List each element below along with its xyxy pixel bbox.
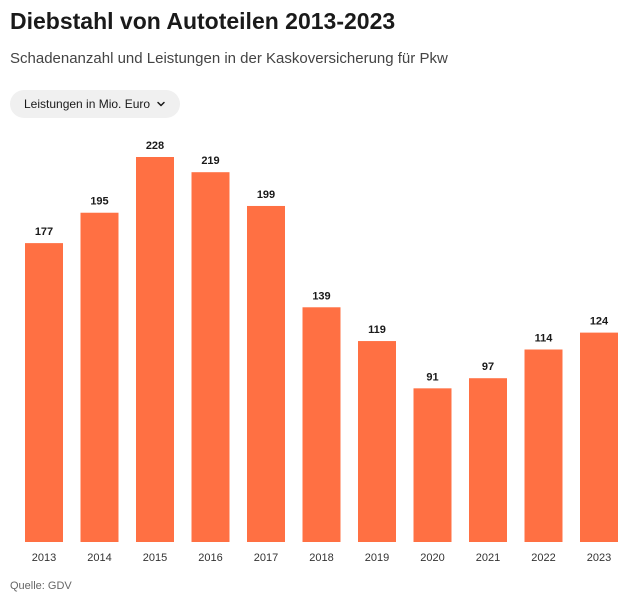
source-note: Quelle: GDV — [10, 580, 72, 592]
data-label-2013: 177 — [35, 226, 53, 238]
bar-2019 — [358, 341, 396, 542]
x-tick-2016: 2016 — [198, 552, 222, 564]
bar-2015 — [136, 157, 174, 542]
metric-dropdown[interactable]: Leistungen in Mio. Euro — [10, 90, 181, 118]
x-tick-2019: 2019 — [365, 552, 389, 564]
bar-2022 — [524, 349, 563, 542]
metric-dropdown-label: Leistungen in Mio. Euro — [24, 97, 151, 111]
x-tick-2023: 2023 — [587, 552, 611, 564]
data-label-2020: 91 — [426, 371, 438, 383]
data-label-2021: 97 — [482, 361, 494, 373]
x-tick-2017: 2017 — [254, 552, 278, 564]
x-tick-2020: 2020 — [420, 552, 444, 564]
bar-chart: 177 2013 195 2014 228 2015 219 2016 199 2017 139 20… — [25, 140, 618, 564]
data-label-2017: 199 — [257, 189, 275, 201]
chart-title: Diebstahl von Autoteilen 2013-2023 — [10, 8, 396, 34]
data-label-2015: 228 — [146, 140, 164, 152]
bar-2016 — [191, 172, 230, 542]
data-label-2022: 114 — [535, 333, 554, 345]
bar-2013 — [25, 243, 63, 543]
x-tick-2021: 2021 — [476, 552, 500, 564]
data-label-2016: 219 — [201, 155, 219, 167]
x-tick-2022: 2022 — [531, 552, 555, 564]
x-tick-2014: 2014 — [87, 552, 111, 564]
bar-2014 — [80, 212, 119, 542]
data-label-2014: 195 — [90, 196, 108, 208]
chart-subtitle: Schadenanzahl und Leistungen in der Kask… — [10, 50, 448, 67]
data-label-2023: 124 — [590, 316, 609, 328]
data-label-2019: 119 — [368, 324, 386, 336]
bar-2020 — [413, 388, 452, 542]
bar-2018 — [302, 307, 341, 542]
x-tick-2018: 2018 — [309, 552, 333, 564]
bar-2021 — [469, 378, 507, 542]
data-label-2018: 139 — [312, 290, 330, 302]
bar-2017 — [247, 205, 285, 542]
bar-2023 — [580, 332, 618, 542]
x-tick-2013: 2013 — [32, 552, 56, 564]
x-tick-2015: 2015 — [143, 552, 167, 564]
chevron-down-icon — [157, 101, 165, 107]
